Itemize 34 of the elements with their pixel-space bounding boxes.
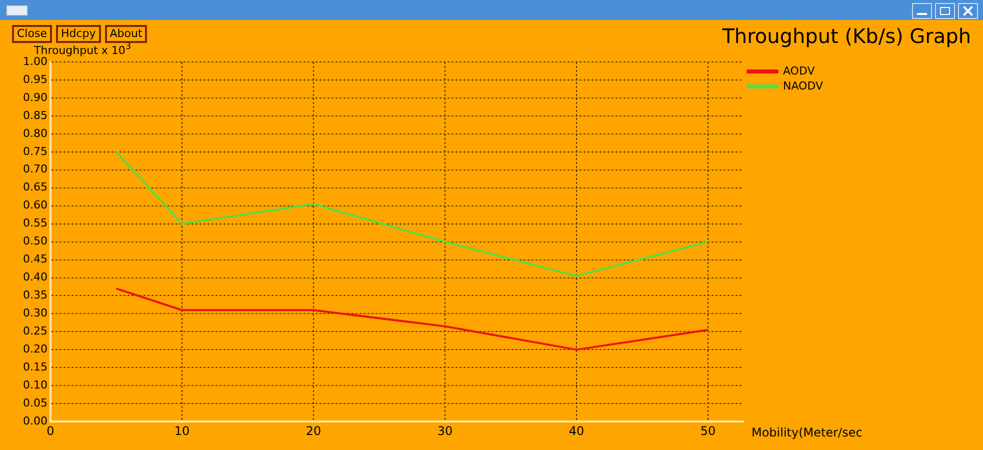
y-tick-label: 0.85 [22,108,48,122]
y-tick-label: 0.35 [22,288,48,302]
y-tick-label: 0.75 [22,144,48,158]
text: About [104,25,148,43]
y-tick-label: 0.45 [22,252,48,266]
y-tick-label: 0.10 [22,378,48,392]
y-tick-label: 0.60 [22,198,48,212]
y-tick-label: 1.00 [22,54,48,68]
x-tick-label: 0 [46,424,54,438]
legend-label: AODV [782,64,816,78]
y-tick-label: 0.25 [22,324,48,338]
y-tick-label: 0.30 [22,306,48,320]
y-tick-label: 0.55 [22,216,48,230]
legend-label: NAODV [782,79,824,92]
x-tick-label: 30 [437,424,453,438]
y-tick-label: 0.80 [22,126,48,140]
text: Hdcpy [56,25,101,43]
text: Throughput (Kb/s) Graph [721,24,971,48]
x-tick-label: 10 [174,424,190,438]
y-tick-label: 0.65 [22,180,48,194]
text: Close [12,25,52,43]
y-tick-label: 0.20 [22,342,48,356]
y-tick-label: 0.70 [22,162,48,176]
y-tick-label: 0.95 [22,72,48,86]
y-tick-label: 0.15 [22,360,48,374]
y-tick-label: 0.90 [22,90,48,104]
x-tick-label: 50 [700,424,716,438]
y-tick-label: 0.00 [22,414,48,428]
y-tick-label: 0.50 [22,234,48,248]
y-tick-label: 0.05 [22,396,48,410]
x-axis-title: Mobility(Meter/sec [751,426,862,440]
y-tick-label: 0.40 [22,270,48,284]
x-tick-label: 20 [306,424,322,438]
x-tick-label: 40 [568,424,584,438]
